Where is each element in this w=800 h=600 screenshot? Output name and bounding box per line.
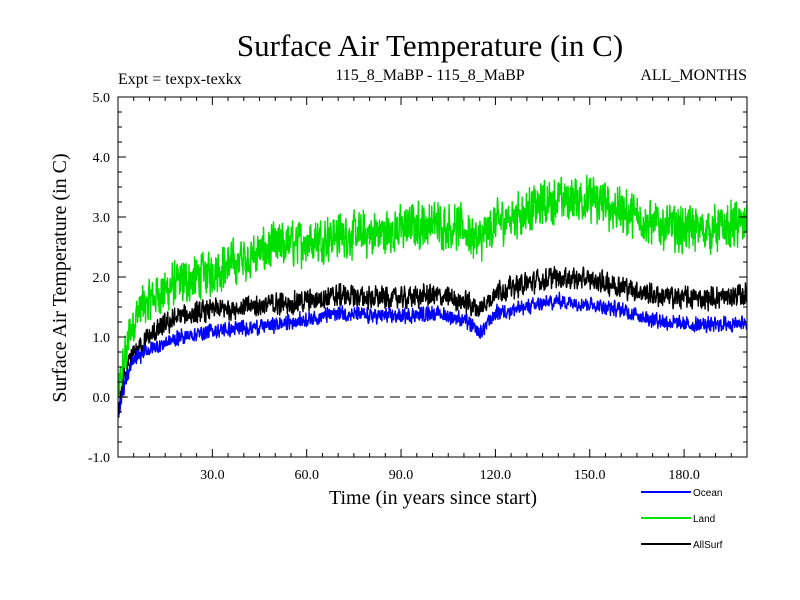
series-line-allsurf	[118, 266, 747, 418]
y-tick-label: -1.0	[88, 451, 110, 466]
legend-label-ocean: Ocean	[693, 488, 722, 499]
series-line-ocean	[118, 291, 747, 416]
plot-area: 30.0 60.0 90.0 120.0 150.0 180.0 -1.0 0.0 1.0 2.0…	[88, 91, 748, 483]
y-tick-label: 5.0	[93, 91, 111, 106]
y-axis-label: Surface Air Temperature (in C)	[49, 153, 71, 402]
x-tick-label: 60.0	[294, 468, 319, 483]
y-tick-label: 3.0	[93, 211, 111, 226]
y-tick-label: 0.0	[93, 391, 111, 406]
legend-label-land: Land	[693, 514, 715, 525]
x-tick-label: 30.0	[200, 468, 225, 483]
y-tick-label: 1.0	[93, 331, 111, 346]
x-axis-label: Time (in years since start)	[329, 487, 537, 509]
y-tick-label: 4.0	[93, 151, 111, 166]
legend: Ocean Land AllSurf	[641, 488, 723, 551]
x-tick-label: 120.0	[480, 468, 512, 483]
chart-subtitle-left: Expt = texpx-texkx	[118, 71, 242, 88]
chart-subtitle-right: ALL_MONTHS	[640, 67, 747, 84]
legend-label-allsurf: AllSurf	[693, 540, 723, 551]
x-tick-label: 150.0	[574, 468, 606, 483]
y-tick-label: 2.0	[93, 271, 111, 286]
x-tick-label: 180.0	[668, 468, 700, 483]
chart-subtitle-center: 115_8_MaBP - 115_8_MaBP	[335, 67, 524, 84]
series-line-land	[118, 174, 747, 399]
series-group	[118, 174, 747, 418]
x-tick-label: 90.0	[389, 468, 414, 483]
chart-title: Surface Air Temperature (in C)	[237, 28, 623, 63]
